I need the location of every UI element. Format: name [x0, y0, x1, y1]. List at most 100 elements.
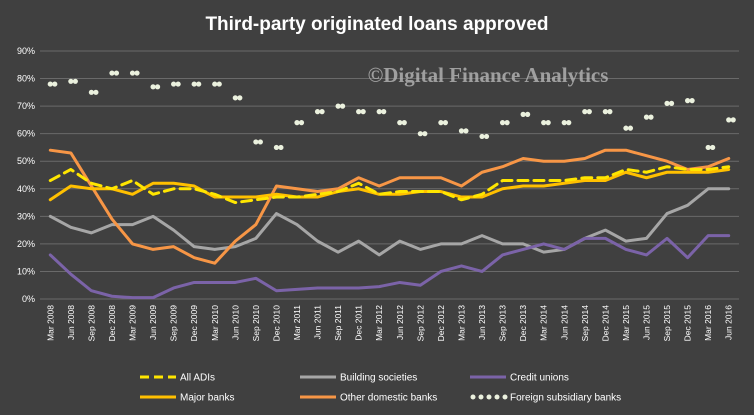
x-tick-label: Jun 2016 — [724, 305, 734, 340]
legend-label: Major banks — [180, 393, 234, 404]
data-point — [705, 144, 711, 151]
data-point — [132, 180, 133, 181]
data-point — [212, 81, 218, 87]
x-tick-label: Dec 2009 — [189, 305, 199, 342]
data-point — [605, 177, 606, 178]
data-point — [356, 109, 362, 115]
data-point — [91, 232, 92, 233]
data-point — [440, 271, 441, 272]
data-point — [338, 252, 339, 253]
data-point — [338, 188, 339, 189]
y-tick-label: 80% — [17, 74, 35, 84]
data-point — [625, 150, 626, 151]
data-point — [420, 249, 421, 250]
y-tick-label: 50% — [17, 156, 35, 166]
data-point — [687, 169, 688, 170]
data-point — [438, 120, 444, 126]
data-point — [481, 196, 482, 197]
legend-item: All ADIs — [140, 373, 215, 384]
legend-swatch — [478, 394, 484, 400]
data-point — [666, 172, 667, 173]
legend-item: Building societies — [300, 373, 417, 384]
x-tick-label: Jun 2015 — [641, 305, 651, 340]
data-point — [523, 185, 524, 186]
x-tick-label: Jun 2009 — [148, 305, 158, 340]
data-point — [173, 246, 174, 247]
x-tick-label: Dec 2013 — [518, 305, 528, 342]
legend-label: Other domestic banks — [340, 393, 437, 404]
data-point — [255, 199, 256, 200]
legend-label: Credit unions — [510, 373, 569, 384]
data-point — [338, 287, 339, 288]
data-point — [132, 194, 133, 195]
data-point — [171, 81, 177, 87]
data-point — [276, 185, 277, 186]
data-point — [461, 196, 462, 197]
legend-swatch — [502, 394, 508, 400]
data-point-trail — [340, 103, 346, 109]
x-tick-label: Dec 2011 — [354, 305, 364, 341]
data-point — [317, 194, 318, 195]
data-point — [335, 103, 341, 109]
x-tick-label: Sep 2014 — [580, 305, 590, 342]
x-tick-label: Sep 2008 — [86, 305, 96, 342]
data-point-trail — [710, 144, 716, 151]
data-point — [50, 254, 51, 255]
data-point — [625, 169, 626, 170]
data-point — [708, 235, 709, 236]
data-point — [399, 177, 400, 178]
data-point — [132, 224, 133, 225]
legend: All ADIs Building societies Credit unions M… — [140, 373, 621, 404]
data-point — [520, 111, 526, 117]
x-tick-label: Sep 2009 — [169, 305, 179, 342]
data-point-trail — [52, 81, 58, 87]
data-point — [317, 191, 318, 192]
data-point — [708, 172, 709, 173]
data-point — [379, 254, 380, 255]
data-point-trail — [196, 81, 202, 87]
data-point-trail — [72, 78, 78, 84]
data-point — [338, 191, 339, 192]
data-point — [523, 180, 524, 181]
data-point — [214, 263, 215, 264]
data-point — [253, 139, 259, 145]
data-point-trail — [93, 89, 99, 95]
data-point — [646, 177, 647, 178]
data-point — [685, 98, 691, 104]
data-point — [502, 166, 503, 167]
data-point — [420, 177, 421, 178]
data-point — [481, 172, 482, 173]
data-point — [728, 169, 729, 170]
data-point — [150, 84, 156, 90]
x-tick-label: Jun 2012 — [395, 305, 405, 340]
data-point-trail — [401, 120, 407, 126]
data-point — [276, 194, 277, 195]
watermark-text: ©Digital Finance Analytics — [368, 63, 609, 87]
data-point-trail — [134, 70, 140, 76]
data-point — [88, 89, 94, 95]
data-point — [296, 224, 297, 225]
legend-label: Building societies — [340, 373, 417, 384]
series-other-domestic-banks — [48, 148, 731, 265]
x-tick-label: Dec 2008 — [107, 305, 117, 342]
data-point — [379, 286, 380, 287]
data-point — [276, 290, 277, 291]
data-point — [399, 241, 400, 242]
x-tick-label: Sep 2010 — [251, 305, 261, 342]
data-point — [461, 199, 462, 200]
y-tick-label: 0% — [22, 294, 35, 304]
data-point — [481, 271, 482, 272]
data-point — [194, 246, 195, 247]
data-point — [523, 249, 524, 250]
data-point — [502, 180, 503, 181]
data-point — [666, 161, 667, 162]
data-point — [132, 243, 133, 244]
data-point — [728, 166, 729, 167]
data-point-trail — [586, 109, 592, 115]
series-all-adis — [48, 165, 731, 205]
x-tick-label: Mar 2012 — [374, 305, 384, 341]
x-tick-label: Dec 2010 — [271, 305, 281, 342]
data-point — [194, 185, 195, 186]
